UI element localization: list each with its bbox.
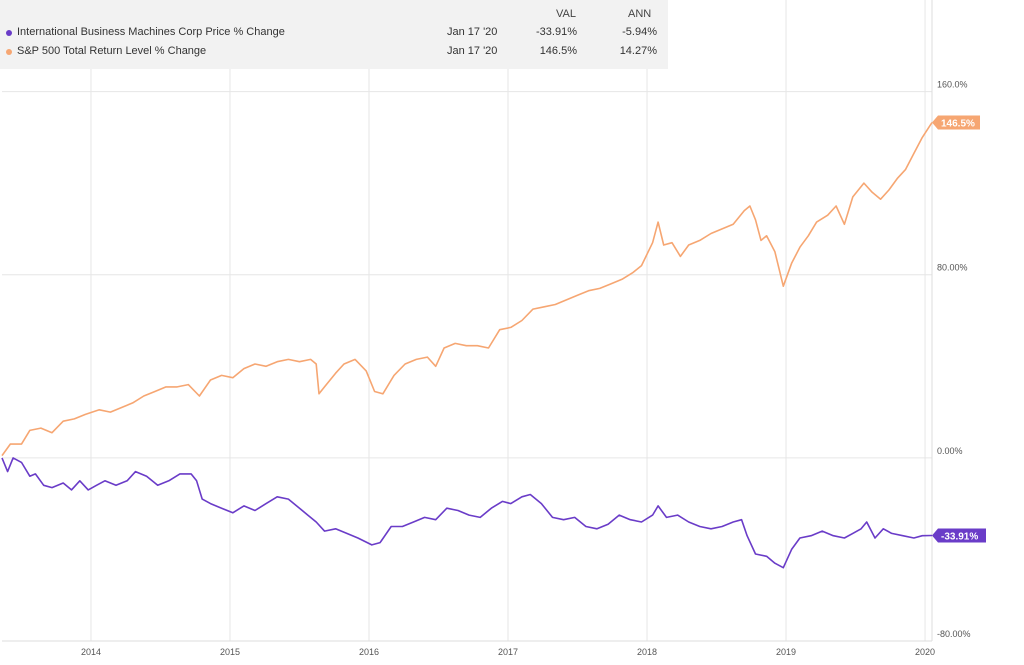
x-tick-label: 2020 <box>915 647 935 657</box>
legend-panel: VAL ANN International Business Machines … <box>0 0 668 69</box>
series-lines <box>1 122 933 569</box>
end-label-tag-1 <box>932 528 986 543</box>
legend-ann: 14.27% <box>619 45 657 57</box>
x-tick-label: 2015 <box>220 647 240 657</box>
series-line-0 <box>1 122 933 457</box>
x-tick-label: 2016 <box>359 647 379 657</box>
y-axis-ticks: 160.0% 80.00% 0.00% -80.00% <box>937 80 971 639</box>
x-axis-ticks: 2014 2015 2016 2017 2018 2019 2020 <box>81 647 935 657</box>
legend-val: -33.91% <box>536 26 577 38</box>
legend-col-val-header: VAL <box>556 8 576 20</box>
x-tick-label: 2017 <box>498 647 518 657</box>
x-tick-label: 2014 <box>81 647 101 657</box>
grid-lines <box>2 0 933 642</box>
y-tick-label: 80.00% <box>937 263 968 273</box>
legend-col-ann-header: ANN <box>628 8 652 20</box>
x-tick-label: 2018 <box>637 647 657 657</box>
legend-series-name: S&P 500 Total Return Level % Change <box>17 45 207 57</box>
legend-date: Jan 17 '20 <box>447 45 498 57</box>
series-line-1 <box>1 457 933 569</box>
y-tick-label: -80.00% <box>937 629 971 639</box>
legend-dot-ibm <box>6 30 12 36</box>
legend-row-sp500[interactable]: S&P 500 Total Return Level % Change Jan … <box>0 45 668 64</box>
end-label-value-0: 146.5% <box>941 118 975 129</box>
end-label-tag-0 <box>932 115 980 130</box>
legend-date: Jan 17 '20 <box>447 26 498 38</box>
y-tick-label: 160.0% <box>937 80 968 90</box>
series-end-labels: 146.5% -33.91% <box>932 115 986 543</box>
end-label-value-1: -33.91% <box>941 531 978 542</box>
legend-val: 146.5% <box>539 45 577 57</box>
x-tick-label: 2019 <box>776 647 796 657</box>
legend-row-ibm[interactable]: International Business Machines Corp Pri… <box>0 26 668 45</box>
legend-dot-sp500 <box>6 49 12 55</box>
legend-ann: -5.94% <box>622 26 657 38</box>
y-tick-label: 0.00% <box>937 446 963 456</box>
legend-series-name: International Business Machines Corp Pri… <box>17 26 285 38</box>
